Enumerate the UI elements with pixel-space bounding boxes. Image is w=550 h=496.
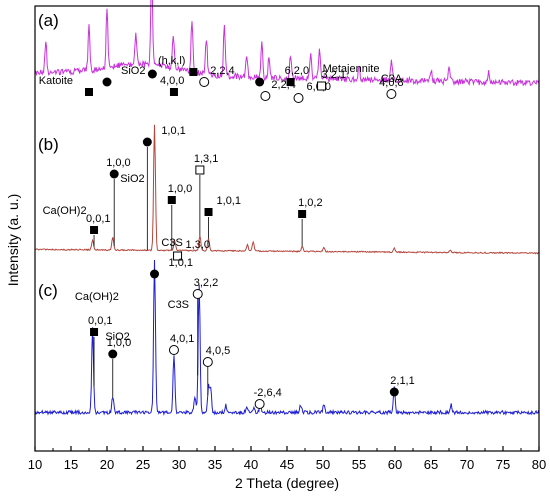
annotation-label: (h,k,l): [158, 55, 186, 67]
filled-square-icon: [189, 68, 198, 76]
annotation-label: 1,0,1: [169, 257, 193, 269]
x-axis-title: 2 Theta (degree): [235, 475, 339, 491]
filled-square-icon: [167, 196, 176, 204]
series-b-trace: [34, 124, 540, 255]
annotation-label: Metajennite: [323, 63, 380, 75]
filled-circle-icon: [102, 77, 112, 87]
filled-square-icon: [298, 210, 307, 218]
filled-square-icon: [90, 226, 99, 234]
filled-circle-icon: [108, 349, 118, 359]
annotation-label: 4,0,5: [206, 345, 230, 357]
annotation-label: 1,3,1: [194, 153, 218, 165]
annotation-label: 1,0,1: [161, 125, 185, 137]
annotation-label: 1,3,0: [186, 239, 210, 251]
filled-circle-icon: [255, 77, 265, 87]
x-tick-label: 20: [100, 457, 114, 472]
annotation-label: 6,2,0: [285, 65, 309, 77]
annotation-label: Ca(OH)2: [43, 205, 87, 217]
x-tick-label: 75: [496, 457, 510, 472]
x-tick-label: 15: [64, 457, 78, 472]
annotation-label: 1,0,2: [298, 197, 322, 209]
x-axis: 10 15 20 25 30 35 40 45 50 55 60 65 70 75 80: [28, 446, 546, 472]
x-tick-label: 50: [316, 457, 330, 472]
y-axis-title: Intensity (a. u.): [5, 194, 21, 287]
filled-circle-icon: [389, 387, 399, 397]
annotation-label: C3S: [161, 237, 182, 249]
filled-circle-icon: [109, 169, 119, 179]
open-circle-icon: [202, 357, 213, 367]
x-tick-label: 45: [280, 457, 294, 472]
filled-circle-icon: [150, 269, 160, 279]
panel-label-a: (a): [38, 11, 59, 30]
annotation-label: 3,2,1: [322, 69, 346, 81]
annotation-label: 3,2,2: [194, 277, 218, 289]
open-square-icon: [173, 251, 183, 261]
annotation-label: Katoite: [39, 75, 73, 87]
panel-labels: (a) (b) (c): [38, 11, 59, 300]
x-tick-label: 60: [388, 457, 402, 472]
open-circle-icon: [260, 91, 271, 101]
x-tick-label: 40: [244, 457, 258, 472]
filled-square-icon: [204, 208, 213, 216]
x-tick-label: 70: [460, 457, 474, 472]
x-tick-label: 80: [532, 457, 546, 472]
filled-square-icon: [169, 88, 178, 96]
open-circle-icon: [168, 345, 179, 355]
filled-square-icon: [286, 78, 295, 86]
filled-circle-icon: [142, 137, 152, 147]
open-square-icon: [195, 165, 205, 175]
annotation-label: 4,0,8: [379, 77, 403, 89]
annotation-label: SiO2: [120, 173, 144, 185]
filled-square-icon: [90, 328, 99, 336]
x-tick-label: 10: [28, 457, 42, 472]
annotation-label: 1,0,1: [217, 195, 241, 207]
annotations-layer: KatoiteSiO2(h,k,l)4,0,02,2,42,2,46,2,06,…: [39, 55, 415, 409]
open-square-icon: [317, 81, 327, 91]
annotation-label: 2,2,4: [210, 65, 234, 77]
open-circle-icon: [386, 89, 397, 99]
annotation-label: Ca(OH)2: [75, 291, 119, 303]
panel-label-b: (b): [38, 135, 59, 154]
open-circle-icon: [293, 93, 304, 103]
series-c-trace: [34, 259, 540, 416]
annotation-label: C3S: [168, 299, 189, 311]
annotation-label: SiO2: [105, 331, 129, 343]
annotation-label: 0,0,1: [88, 315, 112, 327]
annotation-label: C3A: [381, 73, 403, 85]
annotation-label: 0,0,1: [86, 213, 110, 225]
annotation-label: 2,1,1: [390, 375, 414, 387]
annotation-label: 1,0,0: [107, 337, 131, 349]
panel-label-c: (c): [38, 281, 58, 300]
annotation-label: 4,0,0: [160, 75, 184, 87]
x-tick-label: 25: [136, 457, 150, 472]
annotation-label: 1,0,0: [168, 183, 192, 195]
x-tick-label: 65: [424, 457, 438, 472]
filled-circle-icon: [147, 69, 157, 79]
open-circle-icon: [199, 77, 210, 87]
annotation-label: 1,0,0: [106, 157, 130, 169]
filled-square-icon: [85, 88, 93, 96]
x-tick-label: 35: [208, 457, 222, 472]
open-circle-icon: [254, 399, 265, 409]
open-circle-icon: [192, 289, 203, 299]
annotation-label: 4,0,1: [170, 333, 194, 345]
annotation-label: SiO2: [121, 65, 145, 77]
x-tick-label: 55: [352, 457, 366, 472]
x-tick-label: 30: [172, 457, 186, 472]
annotation-label: -2,6,4: [254, 387, 282, 399]
